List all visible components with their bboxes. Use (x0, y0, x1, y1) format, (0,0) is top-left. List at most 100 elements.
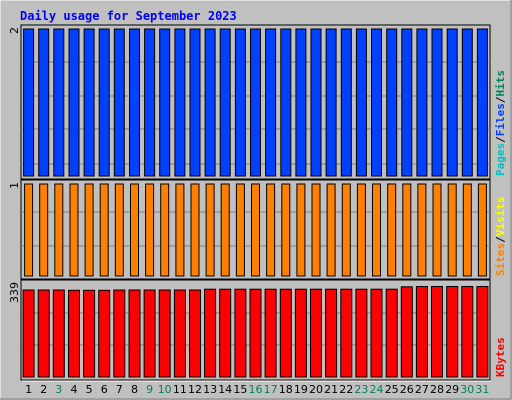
bar-sites-2 (39, 183, 49, 277)
bar-files-16 (250, 28, 261, 177)
bar-sites-15 (235, 183, 245, 277)
x-tick-label-14: 14 (218, 383, 232, 396)
bar-files-30 (461, 28, 473, 177)
bar-files-12 (189, 28, 201, 177)
legend-entry: Hits (494, 70, 507, 97)
bar-sites-19 (296, 183, 306, 277)
x-tick-label-31: 31 (475, 383, 489, 396)
x-tick-label-29: 29 (445, 383, 459, 396)
bar-kbytes-15 (234, 288, 247, 378)
bar-files-22 (340, 28, 352, 177)
bar-sites-13 (205, 183, 215, 277)
x-tick-label-27: 27 (415, 383, 429, 396)
bar-files-2 (38, 28, 50, 177)
bar-files-20 (310, 28, 322, 177)
x-tick-label-9: 9 (146, 383, 153, 396)
x-tick-label-21: 21 (324, 383, 338, 396)
legend-entry: Visits (494, 197, 507, 237)
bar-kbytes-31 (476, 286, 489, 378)
bar-files-13 (204, 28, 216, 177)
bar-kbytes-14 (219, 288, 232, 378)
bar-kbytes-24 (370, 288, 383, 378)
legend-entry: / (494, 96, 507, 103)
legend-entry: Files (494, 103, 507, 136)
bar-kbytes-26 (400, 286, 413, 378)
legend-entry: Pages (494, 143, 507, 176)
bar-files-10 (159, 28, 171, 177)
bar-sites-27 (417, 183, 427, 277)
bar-sites-5 (84, 183, 94, 277)
bar-kbytes-6 (98, 289, 111, 378)
y-max-label: 2 (8, 27, 21, 34)
bar-sites-1 (24, 183, 34, 277)
bar-sites-9 (145, 183, 155, 277)
x-tick-label-20: 20 (309, 383, 323, 396)
bar-files-28 (431, 28, 443, 177)
bar-kbytes-19 (294, 288, 307, 378)
bar-sites-31 (477, 183, 487, 277)
bar-kbytes-5 (83, 289, 96, 378)
bar-files-1 (23, 28, 35, 177)
x-tick-label-11: 11 (173, 383, 187, 396)
bar-kbytes-9 (143, 289, 156, 378)
bar-files-15 (234, 28, 246, 177)
bar-sites-4 (69, 183, 79, 277)
bar-kbytes-12 (189, 289, 201, 378)
bar-sites-26 (402, 183, 412, 277)
x-tick-label-16: 16 (249, 383, 263, 396)
bar-files-26 (401, 28, 413, 177)
bar-files-27 (416, 28, 428, 177)
bar-files-14 (219, 28, 231, 177)
bar-sites-11 (175, 183, 185, 277)
x-tick-label-15: 15 (233, 383, 247, 396)
bar-kbytes-27 (415, 286, 428, 378)
bar-files-11 (174, 28, 186, 177)
bar-kbytes-30 (461, 286, 474, 378)
bar-sites-16 (251, 183, 260, 277)
x-tick-label-26: 26 (400, 383, 414, 396)
bar-kbytes-22 (340, 288, 353, 378)
chart-title: Daily usage for September 2023 (20, 9, 237, 23)
legend-entry: / (494, 136, 507, 143)
x-tick-label-25: 25 (385, 383, 399, 396)
bar-sites-30 (462, 183, 472, 277)
panel-3: 339 KBytes (8, 279, 507, 382)
panel-legend: Sites/Visits (494, 197, 507, 277)
legend-entry: KBytes (494, 337, 507, 377)
x-tick-label-28: 28 (430, 383, 444, 396)
x-tick-label-23: 23 (354, 383, 368, 396)
bar-files-4 (68, 28, 80, 177)
legend-entry: Sites (494, 243, 507, 276)
bar-kbytes-28 (431, 286, 443, 378)
bar-sites-17 (266, 183, 276, 277)
x-tick-label-13: 13 (203, 383, 217, 396)
bar-files-29 (446, 28, 458, 177)
bar-sites-22 (341, 183, 351, 277)
bar-files-9 (144, 28, 156, 177)
panel-legend: KBytes (494, 337, 507, 377)
bar-files-23 (355, 28, 367, 177)
panel-2: 1 Sites/Visits (8, 179, 507, 281)
bar-kbytes-25 (385, 288, 398, 378)
bar-kbytes-3 (52, 289, 65, 378)
x-tick-label-30: 30 (460, 383, 474, 396)
bar-kbytes-29 (446, 286, 459, 378)
x-tick-label-10: 10 (158, 383, 172, 396)
y-max-label: 339 (8, 282, 21, 303)
bar-sites-14 (220, 183, 230, 277)
bar-files-7 (113, 28, 125, 177)
bar-kbytes-10 (158, 289, 171, 378)
x-tick-label-1: 1 (25, 383, 32, 396)
bar-sites-28 (432, 183, 442, 277)
bar-kbytes-8 (128, 289, 141, 378)
bar-kbytes-23 (355, 288, 368, 378)
bar-kbytes-21 (325, 288, 338, 378)
x-tick-label-7: 7 (116, 383, 123, 396)
bar-kbytes-18 (279, 288, 292, 378)
x-tick-label-22: 22 (339, 383, 353, 396)
bar-sites-12 (190, 183, 200, 277)
bar-files-17 (265, 28, 277, 177)
